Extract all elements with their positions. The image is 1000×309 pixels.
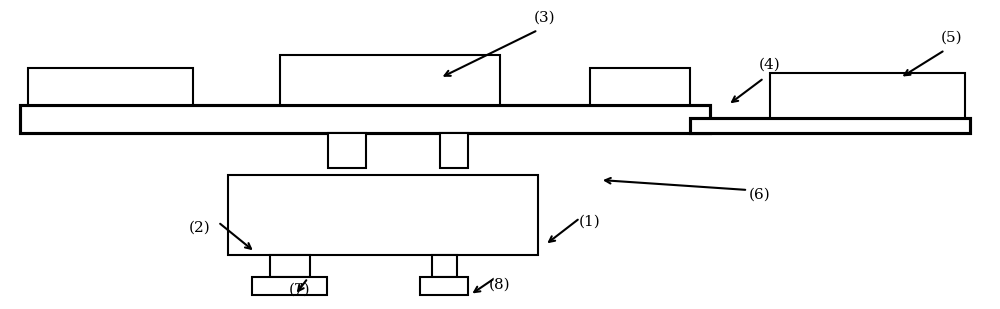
Bar <box>280 55 500 105</box>
Bar <box>440 133 468 168</box>
Bar <box>432 255 457 277</box>
Text: (1): (1) <box>579 215 601 229</box>
Text: (6): (6) <box>749 188 771 202</box>
Bar <box>420 277 468 295</box>
Bar <box>228 175 538 255</box>
Text: (5): (5) <box>941 31 963 45</box>
Bar <box>770 73 965 118</box>
Text: (4): (4) <box>759 58 781 72</box>
Bar <box>690 118 970 133</box>
Bar <box>270 255 310 277</box>
Bar <box>252 277 327 295</box>
Bar <box>590 68 690 105</box>
Bar <box>328 133 366 168</box>
Text: (2): (2) <box>189 221 211 235</box>
Bar <box>20 105 710 133</box>
Text: (8): (8) <box>489 278 511 292</box>
Text: (3): (3) <box>534 11 556 25</box>
Text: (7): (7) <box>289 283 311 297</box>
Bar <box>28 68 193 105</box>
